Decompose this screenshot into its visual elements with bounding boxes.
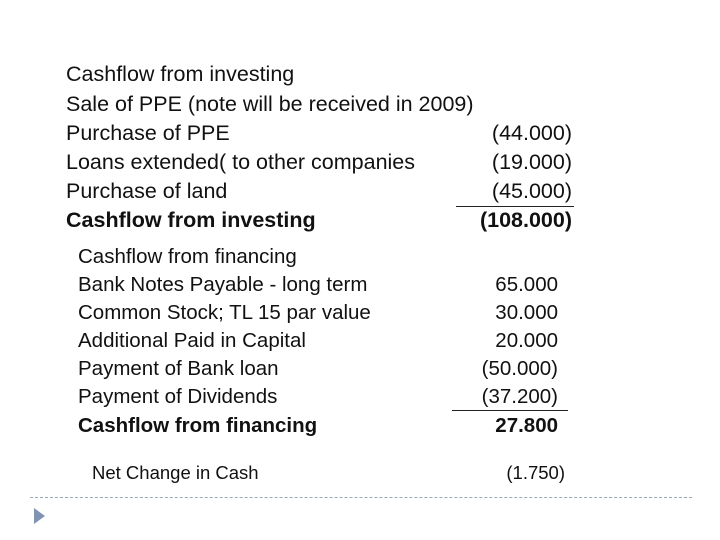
financing-total-rule — [452, 410, 568, 411]
financing-row-label: Additional Paid in Capital — [78, 329, 306, 352]
investing-row: Sale of PPE (note will be received in 20… — [0, 89, 720, 119]
investing-row: Purchase of land (45.000) — [0, 176, 720, 206]
financing-row-label: Bank Notes Payable - long term — [78, 273, 368, 296]
financing-row-label: Payment of Bank loan — [78, 357, 279, 380]
financing-row: Bank Notes Payable - long term 65.000 — [0, 270, 720, 300]
investing-row-label: Loans extended( to other companies — [66, 150, 416, 174]
investing-row: Purchase of PPE (44.000) — [0, 118, 720, 148]
financing-total-label: Cashflow from financing — [78, 414, 318, 437]
investing-heading-row: Cashflow from investing — [0, 59, 720, 89]
financing-row-value: 30.000 — [495, 301, 558, 324]
investing-total-value: (108.000) — [479, 208, 572, 232]
investing-row-value: (44.000) — [491, 121, 572, 145]
investing-total-row: Cashflow from investing (108.000) — [0, 205, 720, 235]
investing-heading: Cashflow from investing — [66, 62, 295, 86]
footer-divider — [30, 497, 692, 498]
investing-row-value: (45.000) — [491, 179, 572, 203]
financing-row: Additional Paid in Capital 20.000 — [0, 326, 720, 356]
financing-total-value: 27.800 — [495, 414, 558, 437]
financing-row: Common Stock; TL 15 par value 30.000 — [0, 298, 720, 328]
financing-row-value: (37.200) — [481, 385, 558, 408]
arrow-icon — [34, 508, 45, 524]
financing-total-row: Cashflow from financing 27.800 — [0, 411, 720, 441]
investing-row-label: Sale of PPE (note will be received in 20… — [66, 92, 474, 116]
investing-row: Loans extended( to other companies (19.0… — [0, 147, 720, 177]
financing-row-value: (50.000) — [481, 357, 558, 380]
financing-heading: Cashflow from financing — [78, 245, 297, 268]
financing-row-label: Payment of Dividends — [78, 385, 278, 408]
financing-row-value: 65.000 — [495, 273, 558, 296]
investing-total-label: Cashflow from investing — [66, 208, 316, 232]
financing-row-label: Common Stock; TL 15 par value — [78, 301, 371, 324]
financing-row: Payment of Dividends (37.200) — [0, 382, 720, 412]
financing-row-value: 20.000 — [495, 329, 558, 352]
investing-row-value: (19.000) — [491, 150, 572, 174]
financing-heading-row: Cashflow from financing — [0, 242, 720, 272]
investing-total-rule — [456, 206, 574, 207]
net-change-value: (1.750) — [506, 462, 565, 483]
investing-row-label: Purchase of PPE — [66, 121, 230, 145]
net-change-label: Net Change in Cash — [92, 462, 259, 483]
financing-row: Payment of Bank loan (50.000) — [0, 354, 720, 384]
net-change-row: Net Change in Cash (1.750) — [0, 458, 720, 488]
investing-row-label: Purchase of land — [66, 179, 228, 203]
